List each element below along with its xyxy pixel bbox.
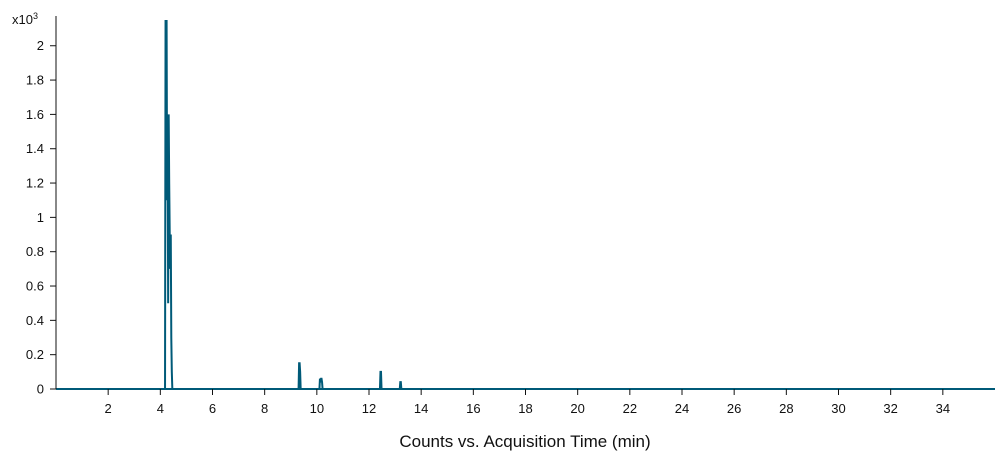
- labels-layer: 00.20.40.60.811.21.41.61.822 4 6 8 10 12 14 16 1…: [26, 38, 950, 416]
- y-tick-label: 0.6: [26, 279, 44, 294]
- x-tick-label: 30: [831, 401, 845, 416]
- y-multiplier-exponent: 3: [33, 11, 38, 21]
- x-tick-label: 18: [518, 401, 532, 416]
- y-tick-label: 1: [37, 210, 44, 225]
- series-line: [56, 19, 995, 390]
- x-tick-label: 28: [779, 401, 793, 416]
- x-tick-label: 6: [209, 401, 216, 416]
- x-tick-label: 24: [675, 401, 689, 416]
- y-multiplier-label: x103: [12, 11, 38, 27]
- y-tick-label: 0.4: [26, 313, 44, 328]
- ticks-layer: [50, 16, 944, 395]
- x-tick-label: 8: [261, 401, 268, 416]
- y-tick-label: 0.2: [26, 347, 44, 362]
- plot-layer: [56, 19, 995, 390]
- x-tick-label: 16: [466, 401, 480, 416]
- y-tick-label: 1.4: [26, 141, 44, 156]
- y-tick-label: 0: [37, 382, 44, 397]
- y-tick-label: 0.8: [26, 244, 44, 259]
- x-tick-label: 22: [623, 401, 637, 416]
- x-axis-title: Counts vs. Acquisition Time (min): [399, 432, 650, 451]
- x-tick-label: 20: [570, 401, 584, 416]
- x-tick-label: 14: [414, 401, 428, 416]
- x-tick-label: 34: [936, 401, 950, 416]
- x-tick-label: 26: [727, 401, 741, 416]
- x-tick-label: 32: [883, 401, 897, 416]
- x-tick-label: 10: [310, 401, 324, 416]
- x-tick-label: 2: [105, 401, 112, 416]
- y-tick-label: 1.6: [26, 107, 44, 122]
- y-multiplier-base: x10: [12, 12, 33, 27]
- x-tick-label: 4: [157, 401, 164, 416]
- y-tick-label: 1.8: [26, 73, 44, 88]
- y-tick-label: 2: [37, 38, 44, 53]
- y-tick-label: 1.2: [26, 176, 44, 191]
- x-tick-label: 12: [362, 401, 376, 416]
